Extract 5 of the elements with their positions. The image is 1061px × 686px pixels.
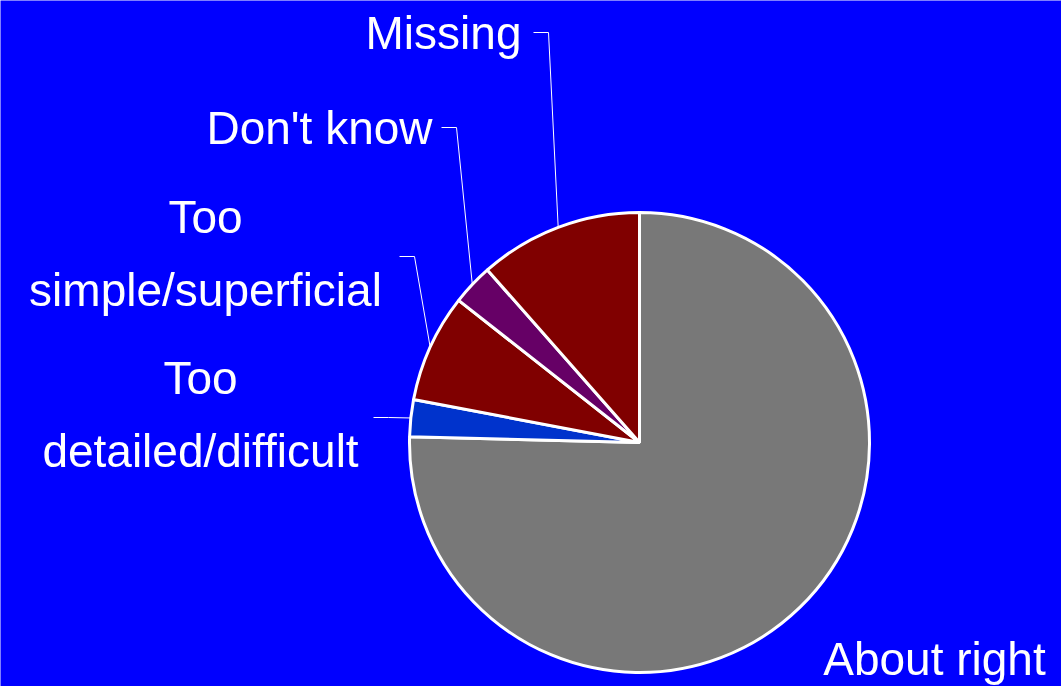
- slice-label: Don't know: [206, 101, 434, 154]
- slice-label: Missing: [365, 6, 522, 59]
- slice-label: Too detailed/difficult: [42, 352, 359, 477]
- slice-label: Too simple/superficial: [29, 191, 382, 316]
- slice-label: About right: [823, 632, 1046, 685]
